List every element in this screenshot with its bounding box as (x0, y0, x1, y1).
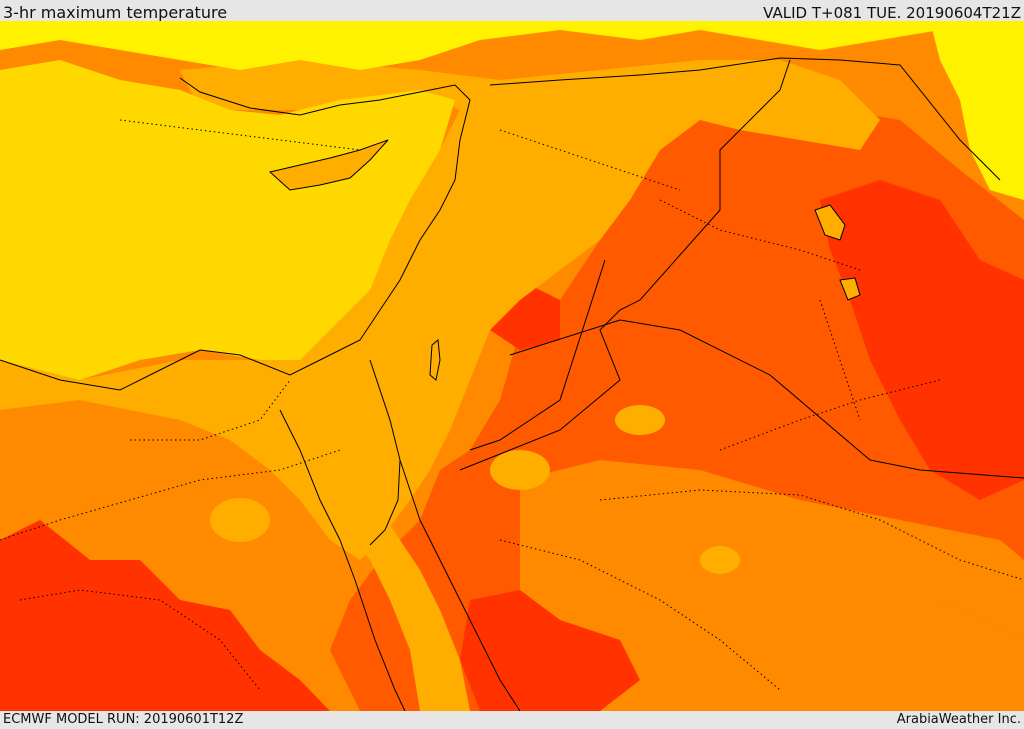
cool-zone-mediterranean (0, 60, 455, 380)
hottest-zone-west (0, 520, 330, 711)
coolest-zone-north (0, 21, 1024, 70)
warm-zone-arabia (520, 460, 1024, 711)
coolest-zone-caucasus (930, 21, 1024, 200)
map-title: 3-hr maximum temperature (3, 3, 228, 22)
dead-sea (429, 339, 441, 381)
hottest-zone-south (460, 590, 640, 711)
cyprus-outline (268, 139, 389, 191)
mild-zone-levant (0, 60, 880, 560)
temperature-map[interactable] (0, 21, 1024, 711)
mild-patch-3 (210, 498, 270, 542)
admin-borders (0, 119, 1024, 691)
lake-tharthar (814, 204, 846, 241)
lake-razzaza (839, 277, 861, 301)
map-header: 3-hr maximum temperature VALID T+081 TUE… (0, 0, 1024, 22)
valid-time: VALID T+081 TUE. 20190604T21Z (763, 4, 1021, 22)
mild-zone-redsea (300, 480, 470, 711)
coastlines (0, 57, 1024, 711)
mild-patch-4 (700, 546, 740, 574)
hottest-zone-iraq (820, 180, 1024, 500)
mild-patch-2 (615, 405, 665, 435)
credit: ArabiaWeather Inc. (896, 712, 1021, 727)
mild-patch-1 (490, 450, 550, 490)
model-run: ECMWF MODEL RUN: 20190601T12Z (3, 712, 244, 727)
map-footer: ECMWF MODEL RUN: 20190601T12Z ArabiaWeat… (0, 711, 1024, 729)
